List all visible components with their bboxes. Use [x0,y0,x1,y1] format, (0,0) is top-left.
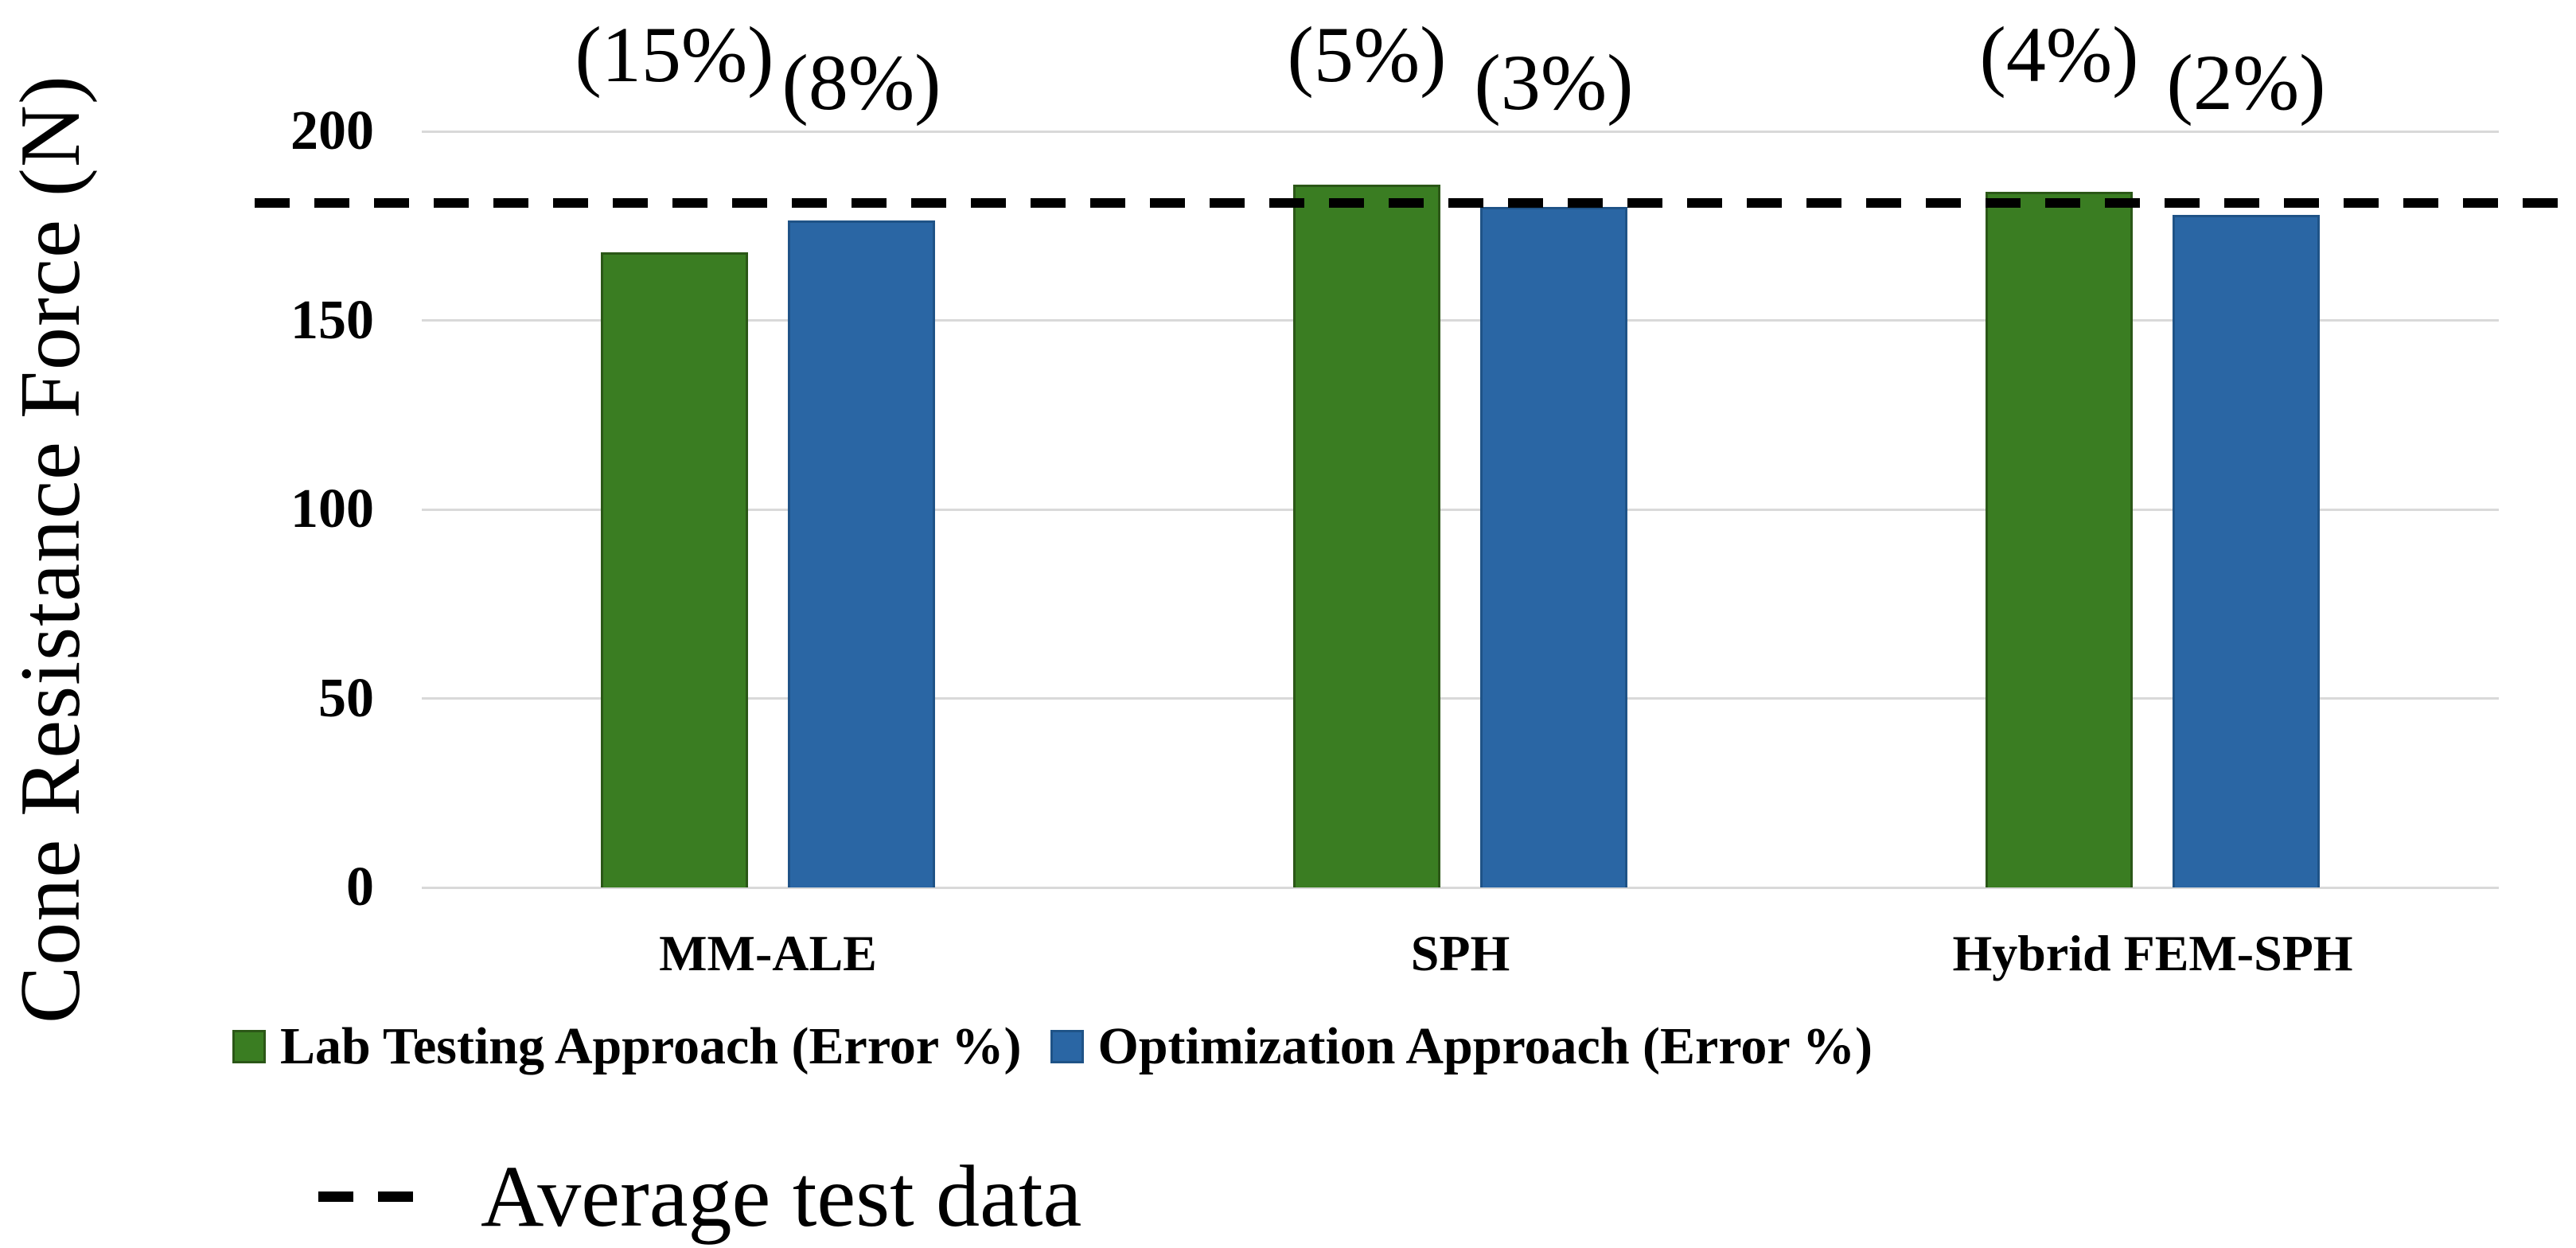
average-line-legend: Average test data [318,1145,1081,1248]
y-tick-label-50: 50 [318,667,374,729]
y-axis-title: Cone Resistance Force (N) [3,75,98,1024]
error-label-sph-1: (3%) [1474,38,1634,127]
error-label-hybrid-fem-sph-0: (4%) [1979,10,2139,99]
error-label-sph-0: (5%) [1287,10,1447,99]
y-tick-label-0: 0 [346,856,374,918]
gridline-100 [422,508,2499,511]
y-tick-label-150: 150 [290,289,374,351]
error-label-mm-ale-1: (8%) [781,38,941,127]
bar-hybrid-fem-sph-optimization [2173,214,2320,887]
bar-sph-lab-testing [1293,184,1440,887]
bar-mm-ale-optimization [788,220,935,887]
series-legend: Lab Testing Approach (Error %) Optimizat… [232,1020,1873,1073]
bar-sph-optimization [1480,207,1627,887]
optimization-swatch-icon [1050,1030,1084,1063]
bar-mm-ale-lab-testing [601,252,748,887]
gridline-0 [422,886,2499,889]
optimization-legend-label: Optimization Approach (Error %) [1097,1017,1873,1075]
average-line-legend-label: Average test data [481,1148,1082,1245]
lab-testing-swatch-icon [232,1030,266,1063]
category-label-hybrid-fem-sph: Hybrid FEM-SPH [1952,925,2353,981]
lab-testing-legend-label: Lab Testing Approach (Error %) [280,1017,1022,1075]
error-label-hybrid-fem-sph-1: (2%) [2166,38,2326,127]
gridline-150 [422,319,2499,322]
category-label-mm-ale: MM-ALE [659,925,877,981]
bar-hybrid-fem-sph-lab-testing [1986,192,2133,887]
category-label-sph: SPH [1410,925,1510,981]
average-test-data-line [255,198,2576,209]
y-tick-label-200: 200 [290,100,374,162]
legend-item-lab-testing: Lab Testing Approach (Error %) [232,1020,1022,1073]
y-tick-label-100: 100 [290,478,374,540]
error-label-mm-ale-0: (15%) [575,10,774,99]
dashed-line-sample-icon [318,1191,413,1202]
legend-item-optimization: Optimization Approach (Error %) [1050,1020,1873,1073]
gridline-50 [422,697,2499,700]
gridline-200 [422,130,2499,133]
